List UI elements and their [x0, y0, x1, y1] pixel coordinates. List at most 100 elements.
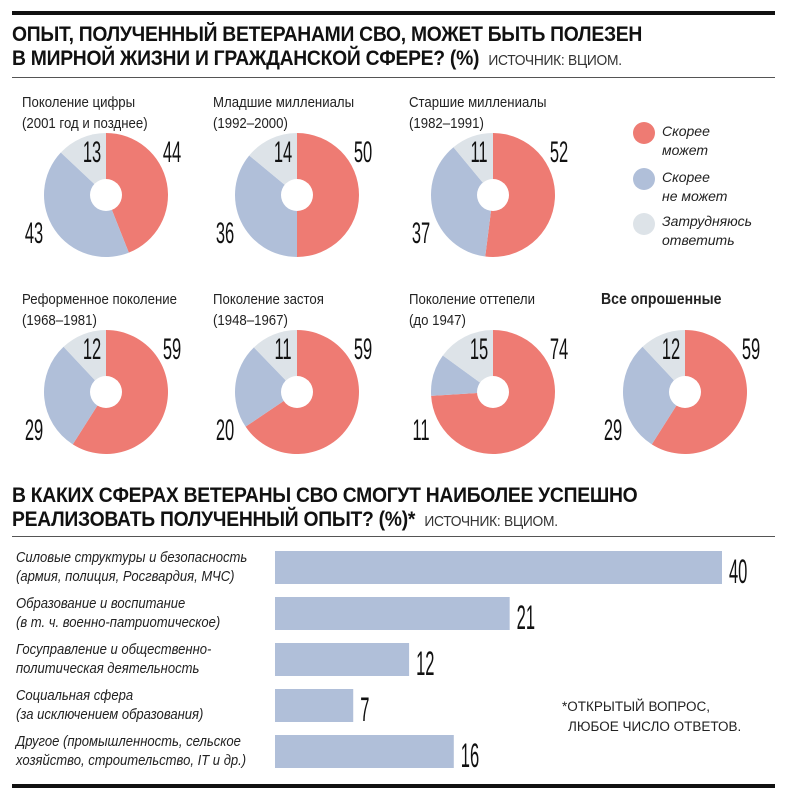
bar-category-label: Другое (промышленность, сельское хозяйств…	[16, 733, 246, 771]
footnote: *ОТКРЫТЫЙ ВОПРОС, ЛЮБОЕ ЧИСЛО ОТВЕТОВ.	[562, 697, 741, 737]
text: (1968–1981)	[22, 312, 97, 329]
text: Силовые структуры и безопасность	[16, 550, 248, 566]
text: Социальная сфера	[16, 688, 134, 704]
legend-item-maynot: Скорее не может	[662, 168, 727, 206]
text: *ОТКРЫТЫЙ ВОПРОС,	[562, 699, 710, 714]
text: (армия, полиция, Росгвардия, МЧС)	[16, 569, 235, 585]
text: Образование и воспитание	[16, 596, 186, 612]
pie-slice-unsure	[453, 133, 493, 195]
pie-value-unsure: 13	[83, 136, 101, 169]
pie-value-may: 59	[163, 333, 181, 366]
pie-value-unsure: 14	[274, 136, 292, 169]
pie-hole	[281, 376, 313, 408]
bar-value-label: 21	[517, 598, 535, 636]
bar-value-label: 7	[360, 690, 369, 728]
text: (до 1947)	[409, 312, 466, 329]
bar	[275, 643, 410, 676]
pie-value-unsure: 11	[470, 136, 487, 169]
text: политическая деятельность	[16, 661, 200, 677]
text: Поколение застоя	[213, 291, 324, 308]
text: (в т. ч. военно-патриотическое)	[16, 615, 221, 631]
section2-title: В КАКИХ СФЕРАХ ВЕТЕРАНЫ СВО СМОГУТ НАИБО…	[12, 484, 638, 534]
section1-title: ОПЫТ, ПОЛУЧЕННЫЙ ВЕТЕРАНАМИ СВО, МОЖЕТ Б…	[12, 23, 642, 73]
text: Поколение цифры	[22, 94, 136, 111]
pie-slice-maynot	[235, 347, 297, 427]
text: Скорее	[662, 123, 710, 139]
pie-value-unsure: 12	[83, 333, 101, 366]
pie-value-unsure: 11	[274, 333, 291, 366]
pie-slice-maynot	[43, 152, 129, 258]
text: (1982–1991)	[409, 115, 484, 132]
pie-value-may: 52	[550, 136, 568, 169]
bar-category-label: Образование и воспитание (в т. ч. военно-…	[16, 595, 220, 633]
section1-title-line1: ОПЫТ, ПОЛУЧЕННЫЙ ВЕТЕРАНАМИ СВО, МОЖЕТ Б…	[12, 23, 643, 46]
pie-value-maynot: 36	[216, 217, 234, 250]
bar	[275, 735, 454, 768]
section1-source: ИСТОЧНИК: ВЦИОМ.	[488, 52, 622, 69]
text: может	[662, 142, 708, 158]
bar	[275, 689, 354, 722]
section2-title-line2: РЕАЛИЗОВАТЬ ПОЛУЧЕННЫЙ ОПЫТ? (%)*	[12, 508, 416, 531]
legend-swatch-unsure	[633, 213, 655, 235]
bar-value-label: 16	[461, 736, 479, 774]
pie-slice-unsure	[442, 330, 493, 392]
section2-source: ИСТОЧНИК: ВЦИОМ.	[424, 513, 558, 530]
text: Реформенное поколение	[22, 291, 177, 308]
legend-swatch-may	[633, 122, 655, 144]
pie-hole	[281, 179, 313, 211]
text: Старшие миллениалы	[409, 94, 547, 111]
pie-value-maynot: 11	[412, 414, 429, 447]
text: Скорее	[662, 169, 710, 185]
bar-category-label: Госуправление и общественно-политическая…	[16, 641, 211, 679]
pie-title: Поколение оттепели (до 1947)	[409, 289, 535, 331]
bar-category-label: Социальная сфера (за исключением образова…	[16, 687, 203, 725]
pie-value-may: 59	[742, 333, 760, 366]
pie-title: Младшие миллениалы (1992–2000)	[213, 92, 354, 134]
legend-swatch-maynot	[633, 168, 655, 190]
bar-value-label: 12	[416, 644, 434, 682]
top-rule	[12, 11, 775, 15]
pie-title: Старшие миллениалы (1982–1991)	[409, 92, 546, 134]
pie-title: Поколение цифры (2001 год и позднее)	[22, 92, 148, 134]
bar	[275, 597, 510, 630]
pie-value-may: 74	[550, 333, 568, 366]
text: (2001 год и позднее)	[22, 115, 148, 132]
bar-value-label: 40	[729, 552, 747, 590]
pie-slice-maynot	[234, 155, 297, 257]
pie-hole	[90, 376, 122, 408]
pie-slice-unsure	[253, 330, 297, 392]
text: Другое (промышленность, сельское	[16, 734, 241, 750]
text: (1948–1967)	[213, 312, 288, 329]
divider	[12, 77, 775, 78]
legend-item-may: Скорее может	[662, 122, 710, 160]
pie-slice-maynot	[431, 355, 493, 396]
text: (за исключением образования)	[16, 707, 204, 723]
text: хозяйство, строительство, IT и др.)	[16, 753, 247, 769]
pie-slice-unsure	[642, 330, 685, 392]
text: Госуправление и общественно-	[16, 642, 212, 658]
pie-value-maynot: 29	[604, 414, 622, 447]
divider	[12, 536, 775, 537]
pie-value-may: 50	[354, 136, 372, 169]
bar-category-label: Силовые структуры и безопасность (армия, …	[16, 549, 247, 587]
pie-value-unsure: 12	[662, 333, 680, 366]
pie-hole	[477, 179, 509, 211]
text: не может	[662, 188, 728, 204]
pie-slice-maynot	[431, 147, 493, 257]
pie-value-may: 44	[163, 136, 181, 169]
pie-value-unsure: 15	[470, 333, 488, 366]
pie-value-maynot: 20	[216, 414, 234, 447]
pie-hole	[669, 376, 701, 408]
pie-title: Поколение застоя (1948–1967)	[213, 289, 324, 331]
pie-slice-maynot	[44, 346, 106, 445]
pie-slice-unsure	[63, 330, 106, 392]
pie-slice-may	[106, 133, 168, 253]
section2-title-line1: В КАКИХ СФЕРАХ ВЕТЕРАНЫ СВО СМОГУТ НАИБО…	[12, 484, 638, 507]
text: Все опрошенные	[601, 291, 722, 308]
pie-hole	[90, 179, 122, 211]
text: Младшие миллениалы	[213, 94, 355, 111]
text: Поколение оттепели	[409, 291, 535, 308]
section1-title-line2: В МИРНОЙ ЖИЗНИ И ГРАЖДАНСКОЙ СФЕРЕ? (%)	[12, 47, 480, 70]
